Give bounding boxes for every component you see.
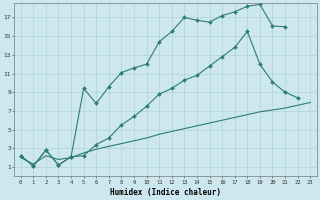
X-axis label: Humidex (Indice chaleur): Humidex (Indice chaleur) (110, 188, 221, 197)
